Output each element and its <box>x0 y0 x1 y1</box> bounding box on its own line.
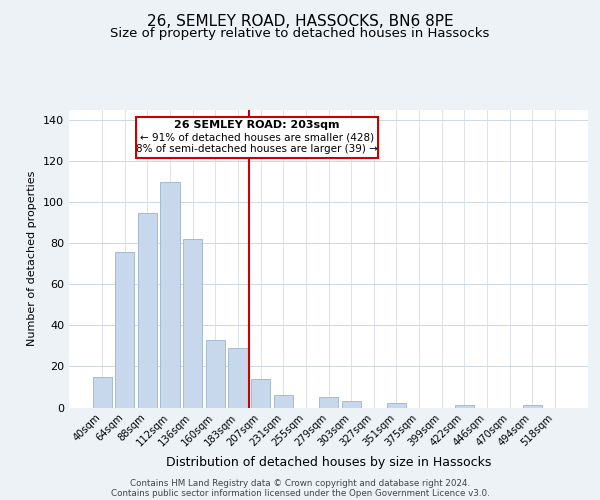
Bar <box>319 397 338 407</box>
Bar <box>115 252 134 408</box>
Text: 8% of semi-detached houses are larger (39) →: 8% of semi-detached houses are larger (3… <box>136 144 378 154</box>
Text: Contains public sector information licensed under the Open Government Licence v3: Contains public sector information licen… <box>110 489 490 498</box>
Text: Contains HM Land Registry data © Crown copyright and database right 2024.: Contains HM Land Registry data © Crown c… <box>130 479 470 488</box>
Bar <box>183 240 202 408</box>
Bar <box>455 406 474 407</box>
Bar <box>229 348 248 408</box>
Bar <box>251 379 270 408</box>
Bar <box>206 340 225 407</box>
Bar <box>274 395 293 407</box>
Bar <box>341 402 361 407</box>
Bar <box>523 406 542 407</box>
Bar <box>92 376 112 408</box>
Bar <box>160 182 180 408</box>
Text: Size of property relative to detached houses in Hassocks: Size of property relative to detached ho… <box>110 28 490 40</box>
Text: ← 91% of detached houses are smaller (428): ← 91% of detached houses are smaller (42… <box>140 132 374 142</box>
Bar <box>138 212 157 408</box>
Text: 26, SEMLEY ROAD, HASSOCKS, BN6 8PE: 26, SEMLEY ROAD, HASSOCKS, BN6 8PE <box>146 14 454 29</box>
Y-axis label: Number of detached properties: Number of detached properties <box>28 171 37 346</box>
Text: 26 SEMLEY ROAD: 203sqm: 26 SEMLEY ROAD: 203sqm <box>175 120 340 130</box>
X-axis label: Distribution of detached houses by size in Hassocks: Distribution of detached houses by size … <box>166 456 491 469</box>
Bar <box>387 404 406 407</box>
